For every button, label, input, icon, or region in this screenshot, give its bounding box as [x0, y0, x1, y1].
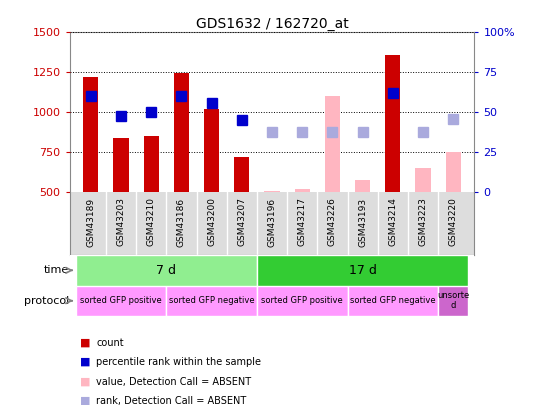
Bar	[174, 73, 189, 192]
Bar	[257, 255, 468, 286]
Text: percentile rank within the sample: percentile rank within the sample	[96, 357, 262, 367]
Text: GSM43196: GSM43196	[267, 197, 277, 247]
Text: count: count	[96, 338, 124, 347]
Bar	[385, 55, 400, 192]
Bar	[445, 152, 461, 192]
Text: protocol: protocol	[24, 296, 69, 306]
Bar	[264, 191, 280, 192]
Text: ■: ■	[80, 357, 91, 367]
Text: rank, Detection Call = ABSENT: rank, Detection Call = ABSENT	[96, 396, 247, 405]
Text: GSM43220: GSM43220	[449, 197, 458, 246]
Text: ■: ■	[80, 338, 91, 347]
Text: GSM43186: GSM43186	[177, 197, 186, 247]
Title: GDS1632 / 162720_at: GDS1632 / 162720_at	[196, 17, 348, 31]
Bar	[76, 286, 166, 316]
Text: GSM43207: GSM43207	[237, 197, 247, 246]
Text: sorted GFP positive: sorted GFP positive	[262, 296, 343, 305]
Bar	[355, 179, 370, 192]
Text: GSM43217: GSM43217	[297, 197, 307, 246]
Text: GSM43193: GSM43193	[358, 197, 367, 247]
Bar	[114, 138, 129, 192]
Bar	[295, 189, 310, 192]
Bar	[144, 136, 159, 192]
Text: 17 d: 17 d	[349, 264, 377, 277]
Text: unsorte
d: unsorte d	[437, 291, 470, 310]
Bar	[83, 77, 99, 192]
Text: ■: ■	[80, 396, 91, 405]
Text: GSM43210: GSM43210	[147, 197, 156, 246]
Text: GSM43223: GSM43223	[419, 197, 428, 246]
Text: sorted GFP negative: sorted GFP negative	[350, 296, 436, 305]
Text: GSM43226: GSM43226	[328, 197, 337, 246]
Text: GSM43214: GSM43214	[388, 197, 397, 246]
Text: GSM43189: GSM43189	[86, 197, 95, 247]
Bar	[347, 286, 438, 316]
Bar	[257, 286, 347, 316]
Text: sorted GFP negative: sorted GFP negative	[169, 296, 255, 305]
Text: 7 d: 7 d	[157, 264, 176, 277]
Text: value, Detection Call = ABSENT: value, Detection Call = ABSENT	[96, 377, 251, 386]
Bar	[415, 168, 430, 192]
Text: GSM43203: GSM43203	[116, 197, 125, 246]
Text: time: time	[44, 265, 69, 275]
Bar	[76, 255, 257, 286]
Bar	[325, 96, 340, 192]
Text: GSM43200: GSM43200	[207, 197, 216, 246]
Text: sorted GFP positive: sorted GFP positive	[80, 296, 162, 305]
Bar	[234, 157, 249, 192]
Text: ■: ■	[80, 377, 91, 386]
Bar	[166, 286, 257, 316]
Bar	[438, 286, 468, 316]
Bar	[204, 109, 219, 192]
